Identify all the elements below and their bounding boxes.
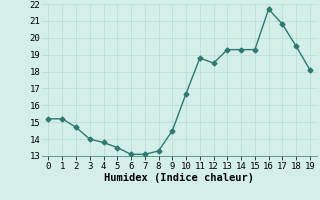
X-axis label: Humidex (Indice chaleur): Humidex (Indice chaleur)	[104, 173, 254, 183]
